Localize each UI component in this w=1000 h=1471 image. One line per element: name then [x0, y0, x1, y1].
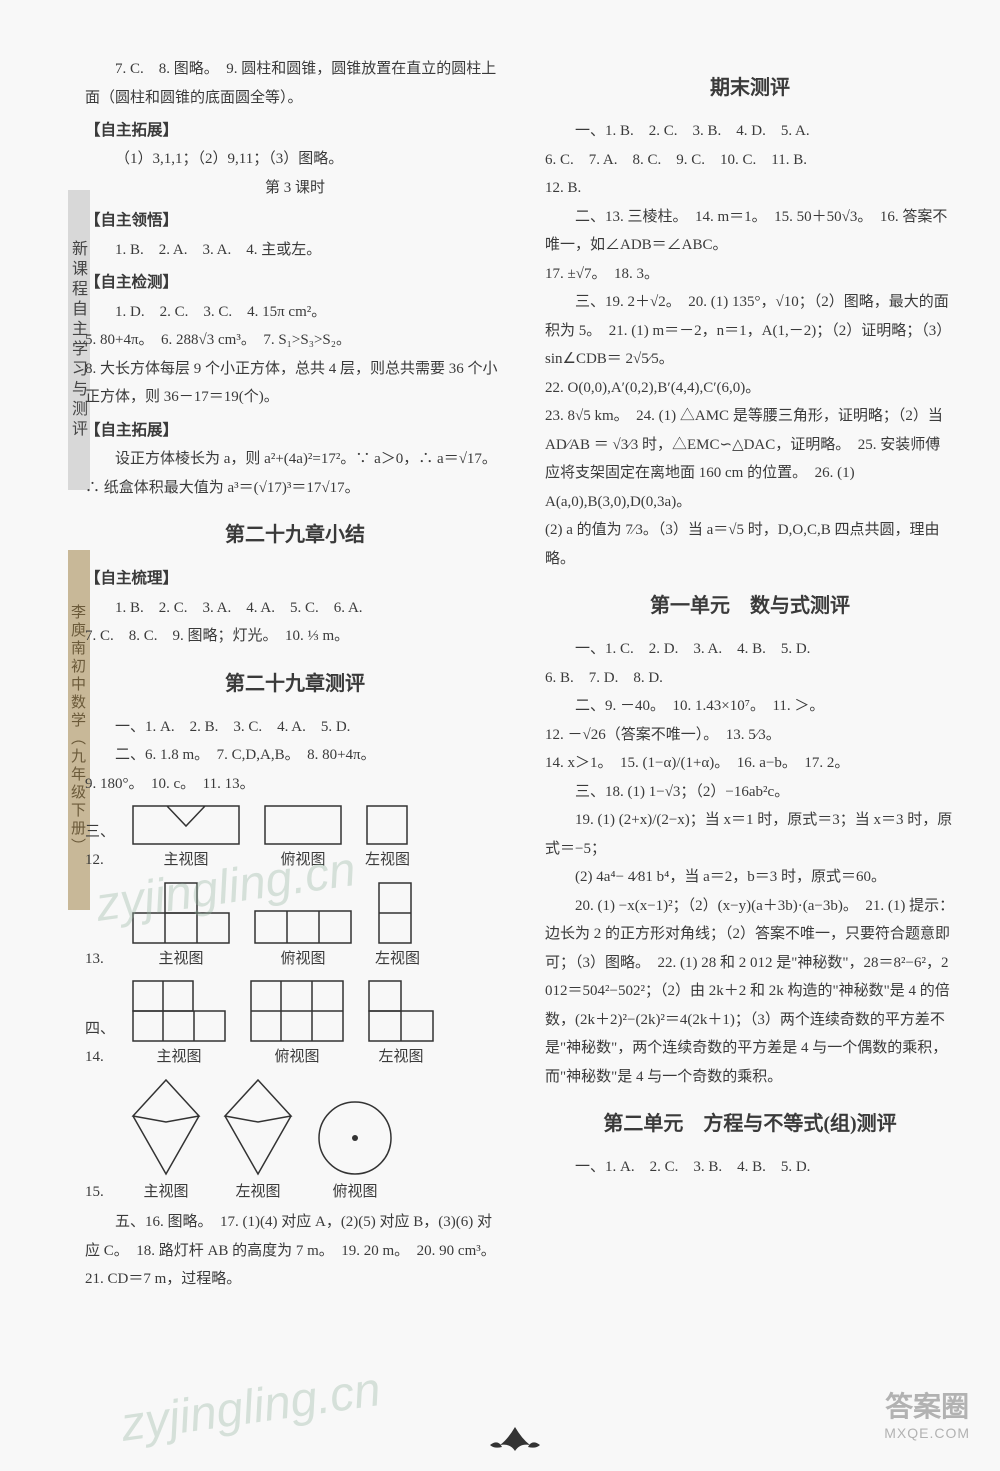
corner-logo: 答案圈 MXQE.COM [884, 1385, 970, 1441]
fig-13-cap3: 左视图 [375, 945, 420, 974]
final-1-5: 一、1. B. 2. C. 3. B. 4. D. 5. A. [545, 117, 955, 146]
fig-15-row: 15. 主视图 左视图 [85, 1078, 505, 1207]
corner-line2: MXQE.COM [884, 1425, 970, 1441]
fig-13-top: 俯视图 [253, 909, 353, 974]
block-zztz-2: 【自主拓展】 [85, 416, 505, 445]
fig-12-cap2: 俯视图 [263, 846, 343, 875]
left-column: 7. C. 8. 图略。 9. 圆柱和圆锥，圆锥放置在直立的圆柱上面（圆柱和圆锥… [85, 55, 505, 1294]
fig-14-top: 俯视图 [249, 979, 345, 1072]
fig-15-left: 左视图 [223, 1078, 293, 1207]
ans-jc-5-7: 5. 80+4π。 6. 288√3 cm³。 7. S₁>S₃>S₂。 [85, 326, 505, 355]
final-26b: (2) a 的值为 7⁄3。（3）当 a＝√5 时，D,O,C,B 四点共圆，理… [545, 516, 955, 573]
fig-15-cap1: 主视图 [131, 1178, 201, 1207]
fig-15-top: 俯视图 [315, 1098, 395, 1207]
watermark-2: zyjingling.cn [117, 1362, 384, 1453]
fig-12-cap1: 主视图 [131, 846, 241, 875]
ans-zztz-1: （1）3,1,1；（2）9,11；（3）图略。 [85, 145, 505, 174]
heading-final-test: 期末测评 [545, 69, 955, 107]
heading-unit1: 第一单元 数与式测评 [545, 587, 955, 625]
u1-6-8: 6. B. 7. D. 8. D. [545, 664, 955, 693]
block-zzjc: 【自主检测】 [85, 268, 505, 297]
u1-9-11: 二、9. －40。 10. 1.43×10⁷。 11. ＞。 [545, 692, 955, 721]
fig-12-lead: 三、12. [85, 818, 109, 875]
fig-12-row: 三、12. 主视图 俯视图 左视图 [85, 804, 505, 875]
fig-14-cap3: 左视图 [367, 1043, 435, 1072]
heading-ch29-test: 第二十九章测评 [85, 665, 505, 703]
fig-15-lead: 15. [85, 1178, 109, 1207]
final-19-21: 三、19. 2＋√2。 20. (1) 135°，√10；（2）图略，最大的面积… [545, 288, 955, 374]
final-23-26: 23. 8√5 km。 24. (1) △AMC 是等腰三角形，证明略；（2）当… [545, 402, 955, 516]
u1-20-22: 20. (1) −x(x−1)²；（2）(x−y)(a＋3b)·(a−3b)。 … [545, 892, 955, 1092]
fig-13-main: 主视图 [131, 881, 231, 974]
fig-14-row: 四、14. 主视图 [85, 979, 505, 1072]
fig-12-main: 主视图 [131, 804, 241, 875]
u1-19b: (2) 4a⁴− 4⁄81 b⁴，当 a＝2，b＝3 时，原式＝60。 [545, 863, 955, 892]
lesson-3: 第 3 课时 [85, 174, 505, 203]
fig-15-cap2: 左视图 [223, 1178, 293, 1207]
fig-12-cap3: 左视图 [365, 846, 410, 875]
page-content: 7. C. 8. 图略。 9. 圆柱和圆锥，圆锥放置在直立的圆柱上面（圆柱和圆锥… [85, 55, 965, 1294]
ans-jc-1-4: 1. D. 2. C. 3. C. 4. 15π cm²。 [85, 298, 505, 327]
u1-12-13: 12. －√26（答案不唯一）。 13. 5⁄3。 [545, 721, 955, 750]
block-zzlw: 【自主领悟】 [85, 206, 505, 235]
ans-jc-8: 8. 大长方体每层 9 个小正方体，总共 4 层，则总共需要 36 个小正方体，… [85, 355, 505, 412]
ans-7-9: 7. C. 8. 图略。 9. 圆柱和圆锥，圆锥放置在直立的圆柱上面（圆柱和圆锥… [85, 55, 505, 112]
final-12: 12. B. [545, 174, 955, 203]
ans-zzlw: 1. B. 2. A. 3. A. 4. 主或左。 [85, 236, 505, 265]
ans-zztz-2: 设正方体棱长为 a，则 a²+(4a)²=17²。∵ a＞0，∴ a＝√17。∴… [85, 445, 505, 502]
fig-13-cap2: 俯视图 [253, 945, 353, 974]
fig-14-main: 主视图 [131, 979, 227, 1072]
corner-line1: 答案圈 [884, 1385, 970, 1425]
block-zztz-1: 【自主拓展】 [85, 116, 505, 145]
fig-12-left: 左视图 [365, 804, 410, 875]
final-22: 22. O(0,0),A′(0,2),B′(4,4),C′(6,0)。 [545, 374, 955, 403]
ans-sl-1-6: 1. B. 2. C. 3. A. 4. A. 5. C. 6. A. [85, 594, 505, 623]
heading-unit2: 第二单元 方程与不等式(组)测评 [545, 1105, 955, 1143]
ans-sl-7-10: 7. C. 8. C. 9. 图略；灯光。 10. ⅓ m。 [85, 622, 505, 651]
ans-t-6-8: 二、6. 1.8 m。 7. C,D,A,B。 8. 80+4π。 [85, 741, 505, 770]
u1-18: 三、18. (1) 1−√3；（2）−16ab²c。 [545, 778, 955, 807]
fig-13-left: 左视图 [375, 881, 420, 974]
fig-15-main: 主视图 [131, 1078, 201, 1207]
u1-1-5: 一、1. C. 2. D. 3. A. 4. B. 5. D. [545, 635, 955, 664]
fig-14-lead: 四、14. [85, 1015, 109, 1072]
ans-t-1-5: 一、1. A. 2. B. 3. C. 4. A. 5. D. [85, 713, 505, 742]
final-17-18: 17. ±√7。 18. 3。 [545, 260, 955, 289]
final-6-11: 6. C. 7. A. 8. C. 9. C. 10. C. 11. B. [545, 146, 955, 175]
u1-19a: 19. (1) (2+x)/(2−x)；当 x＝1 时，原式＝3；当 x＝3 时… [545, 806, 955, 863]
fig-15-cap3: 俯视图 [315, 1178, 395, 1207]
ans-t-16-21: 五、16. 图略。 17. (1)(4) 对应 A，(2)(5) 对应 B，(3… [85, 1208, 505, 1294]
heading-ch29-summary: 第二十九章小结 [85, 516, 505, 554]
fig-14-cap2: 俯视图 [249, 1043, 345, 1072]
final-13-16: 二、13. 三棱柱。 14. m＝1。 15. 50＋50√3。 16. 答案不… [545, 203, 955, 260]
ans-t-9-11: 9. 180°。 10. c。 11. 13。 [85, 770, 505, 799]
fig-14-left: 左视图 [367, 979, 435, 1072]
u1-14-17: 14. x＞1。 15. (1−α)/(1+α)。 16. a−b。 17. 2… [545, 749, 955, 778]
right-column: 期末测评 一、1. B. 2. C. 3. B. 4. D. 5. A. 6. … [545, 55, 955, 1294]
block-zzsl: 【自主梳理】 [85, 564, 505, 593]
fig-13-lead: 13. [85, 945, 109, 974]
bottom-ornament-icon [480, 1425, 550, 1453]
fig-12-top: 俯视图 [263, 804, 343, 875]
u2-1-5: 一、1. A. 2. C. 3. B. 4. B. 5. D. [545, 1153, 955, 1182]
fig-14-cap1: 主视图 [131, 1043, 227, 1072]
fig-13-cap1: 主视图 [131, 945, 231, 974]
fig-13-row: 13. 主视图 俯视图 [85, 881, 505, 974]
